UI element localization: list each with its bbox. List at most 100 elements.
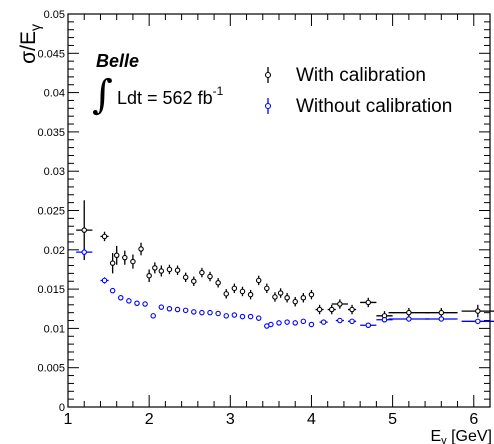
x-tick-label: 5 — [388, 411, 397, 428]
data-point — [182, 307, 189, 314]
data-point — [239, 286, 246, 297]
data-marker — [247, 291, 254, 298]
data-marker — [349, 318, 355, 325]
data-marker — [239, 313, 246, 320]
data-marker — [328, 306, 335, 313]
y-tick-label: 0.01 — [44, 323, 65, 335]
data-point — [207, 271, 213, 282]
data-marker — [174, 267, 181, 273]
data-marker — [255, 277, 262, 284]
data-point — [247, 313, 254, 320]
data-marker — [406, 316, 412, 322]
data-point — [347, 304, 357, 315]
data-point — [100, 231, 109, 242]
data-point — [100, 277, 109, 284]
data-point — [331, 299, 348, 309]
tick-labels: 0 0.005 0.01 0.015 0.02 0.025 0.03 0.035 0.04 0.0… — [37, 9, 478, 428]
data-point — [376, 317, 393, 323]
data-point — [277, 288, 284, 298]
data-marker — [199, 269, 205, 276]
data-point — [122, 250, 128, 265]
data-marker — [223, 291, 230, 297]
data-point — [174, 306, 181, 313]
data-marker — [365, 299, 372, 306]
luminosity-label: Ldt = 562 fb-1 — [117, 84, 224, 108]
data-marker — [158, 268, 165, 274]
plot-frame — [67, 13, 491, 408]
data-point — [308, 321, 315, 328]
y-tick-label: 0.025 — [37, 206, 65, 218]
x-axis-title-sub: γ — [441, 435, 447, 444]
integral-symbol: ∫ — [92, 72, 113, 118]
data-marker — [475, 308, 481, 314]
x-tick-label: 3 — [226, 411, 235, 428]
data-point — [158, 304, 165, 310]
data-point — [138, 242, 144, 256]
data-marker — [239, 288, 246, 295]
data-point — [146, 269, 152, 283]
x-tick-label: 6 — [469, 411, 478, 428]
legend: With calibration Without calibration — [264, 65, 452, 117]
data-marker — [231, 312, 238, 318]
data-point — [335, 317, 344, 324]
y-tick-label: 0.005 — [37, 363, 65, 375]
data-marker — [438, 316, 445, 322]
legend-label: With calibration — [296, 65, 426, 86]
data-marker — [300, 294, 307, 301]
data-point — [109, 252, 116, 274]
data-point — [126, 298, 132, 304]
x-axis-title-main: E — [430, 428, 441, 444]
data-marker — [365, 322, 372, 329]
data-point — [319, 319, 328, 325]
data-point — [223, 313, 230, 319]
data-marker — [109, 287, 116, 294]
data-point — [292, 320, 298, 326]
data-marker — [118, 294, 124, 301]
data-marker — [264, 285, 270, 292]
y-tick-label: 0.015 — [37, 284, 65, 296]
experiment-label: Belle — [96, 51, 139, 71]
data-marker — [182, 307, 189, 314]
data-point — [76, 248, 93, 257]
data-point — [199, 267, 205, 278]
y-tick-label: 0.04 — [44, 88, 65, 100]
data-point — [223, 289, 230, 299]
y-tick-label: 0.02 — [44, 245, 65, 257]
data-marker — [223, 313, 230, 319]
x-axis-title-unit: [GeV] — [447, 428, 492, 444]
data-point — [231, 283, 238, 294]
data-marker — [101, 277, 108, 284]
data-point — [166, 264, 173, 275]
data-marker — [174, 306, 181, 313]
data-marker — [109, 260, 116, 266]
data-point — [360, 322, 377, 329]
data-marker — [308, 321, 315, 328]
legend-marker — [264, 71, 272, 79]
y-axis-title: σ/Eγ — [17, 24, 43, 64]
data-point — [327, 304, 336, 315]
data-point — [134, 300, 140, 306]
data-marker — [308, 291, 315, 298]
luminosity-text: Ldt = 562 fb — [117, 88, 213, 108]
data-marker — [292, 320, 298, 326]
data-marker — [191, 309, 197, 315]
data-point — [308, 289, 315, 300]
data-point — [272, 292, 278, 302]
data-point — [264, 283, 270, 294]
y-axis-title-main: σ/E — [17, 31, 40, 64]
data-point — [388, 316, 430, 322]
data-point — [166, 305, 173, 312]
data-marker — [146, 272, 152, 279]
y-tick-label: 0 — [59, 402, 65, 414]
data-marker — [113, 252, 120, 259]
data-point — [264, 323, 270, 329]
data-marker — [272, 294, 278, 300]
data-marker — [381, 317, 388, 323]
x-axis-title: Eγ [GeV] — [430, 428, 492, 444]
data-point — [300, 318, 307, 325]
data-point — [247, 289, 254, 300]
data-marker — [207, 309, 213, 316]
data-marker — [166, 266, 173, 273]
data-point — [268, 321, 274, 328]
data-marker — [199, 309, 205, 316]
